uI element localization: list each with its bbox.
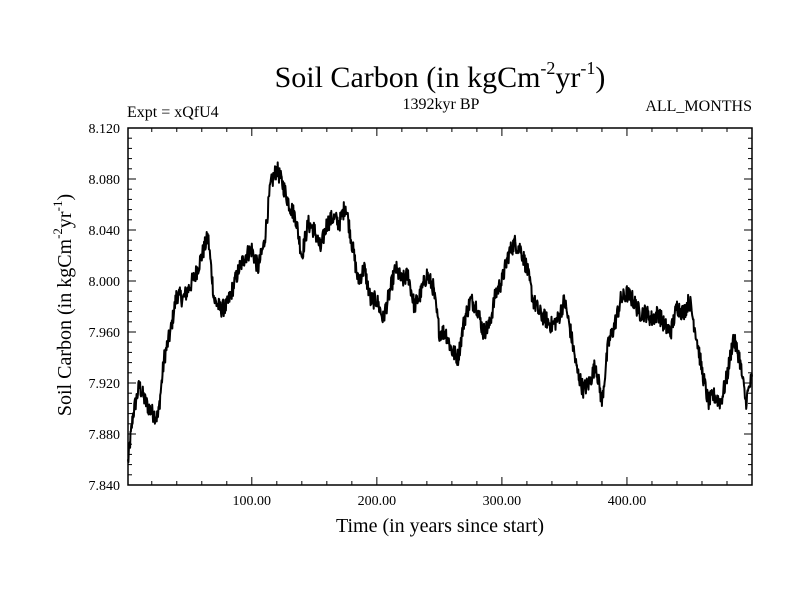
x-axis-label: Time (in years since start) xyxy=(336,515,544,537)
x-tick-label: 400.00 xyxy=(608,494,647,509)
chart-title: Soil Carbon (in kgCm-2yr-1) xyxy=(275,58,606,94)
y-tick-label: 7.840 xyxy=(89,479,121,494)
y-tick-label: 7.960 xyxy=(89,326,121,341)
tick-label-layer: 7.840 7.880 7.920 7.960 8.000 8.040 8.080 8.120… xyxy=(89,122,647,509)
chart-subtitle: 1392kyr BP xyxy=(403,96,480,113)
y-tick-label: 7.880 xyxy=(89,428,121,443)
season-label: ALL_MONTHS xyxy=(645,98,752,115)
plot-frame xyxy=(127,127,753,486)
y-tick-label: 8.080 xyxy=(89,173,121,188)
x-tick-label: 100.00 xyxy=(233,494,272,509)
x-tick-label: 200.00 xyxy=(358,494,397,509)
experiment-label: Expt = xQfU4 xyxy=(127,104,219,121)
y-axis-label: Soil Carbon (in kgCm-2yr-1) xyxy=(50,194,76,416)
y-tick-label: 8.040 xyxy=(89,224,121,239)
y-tick-label: 8.120 xyxy=(89,122,121,137)
x-tick-label: 300.00 xyxy=(483,494,522,509)
series-line-soil-carbon xyxy=(127,161,753,464)
y-tick-label: 7.920 xyxy=(89,377,121,392)
y-tick-label: 8.000 xyxy=(89,275,121,290)
